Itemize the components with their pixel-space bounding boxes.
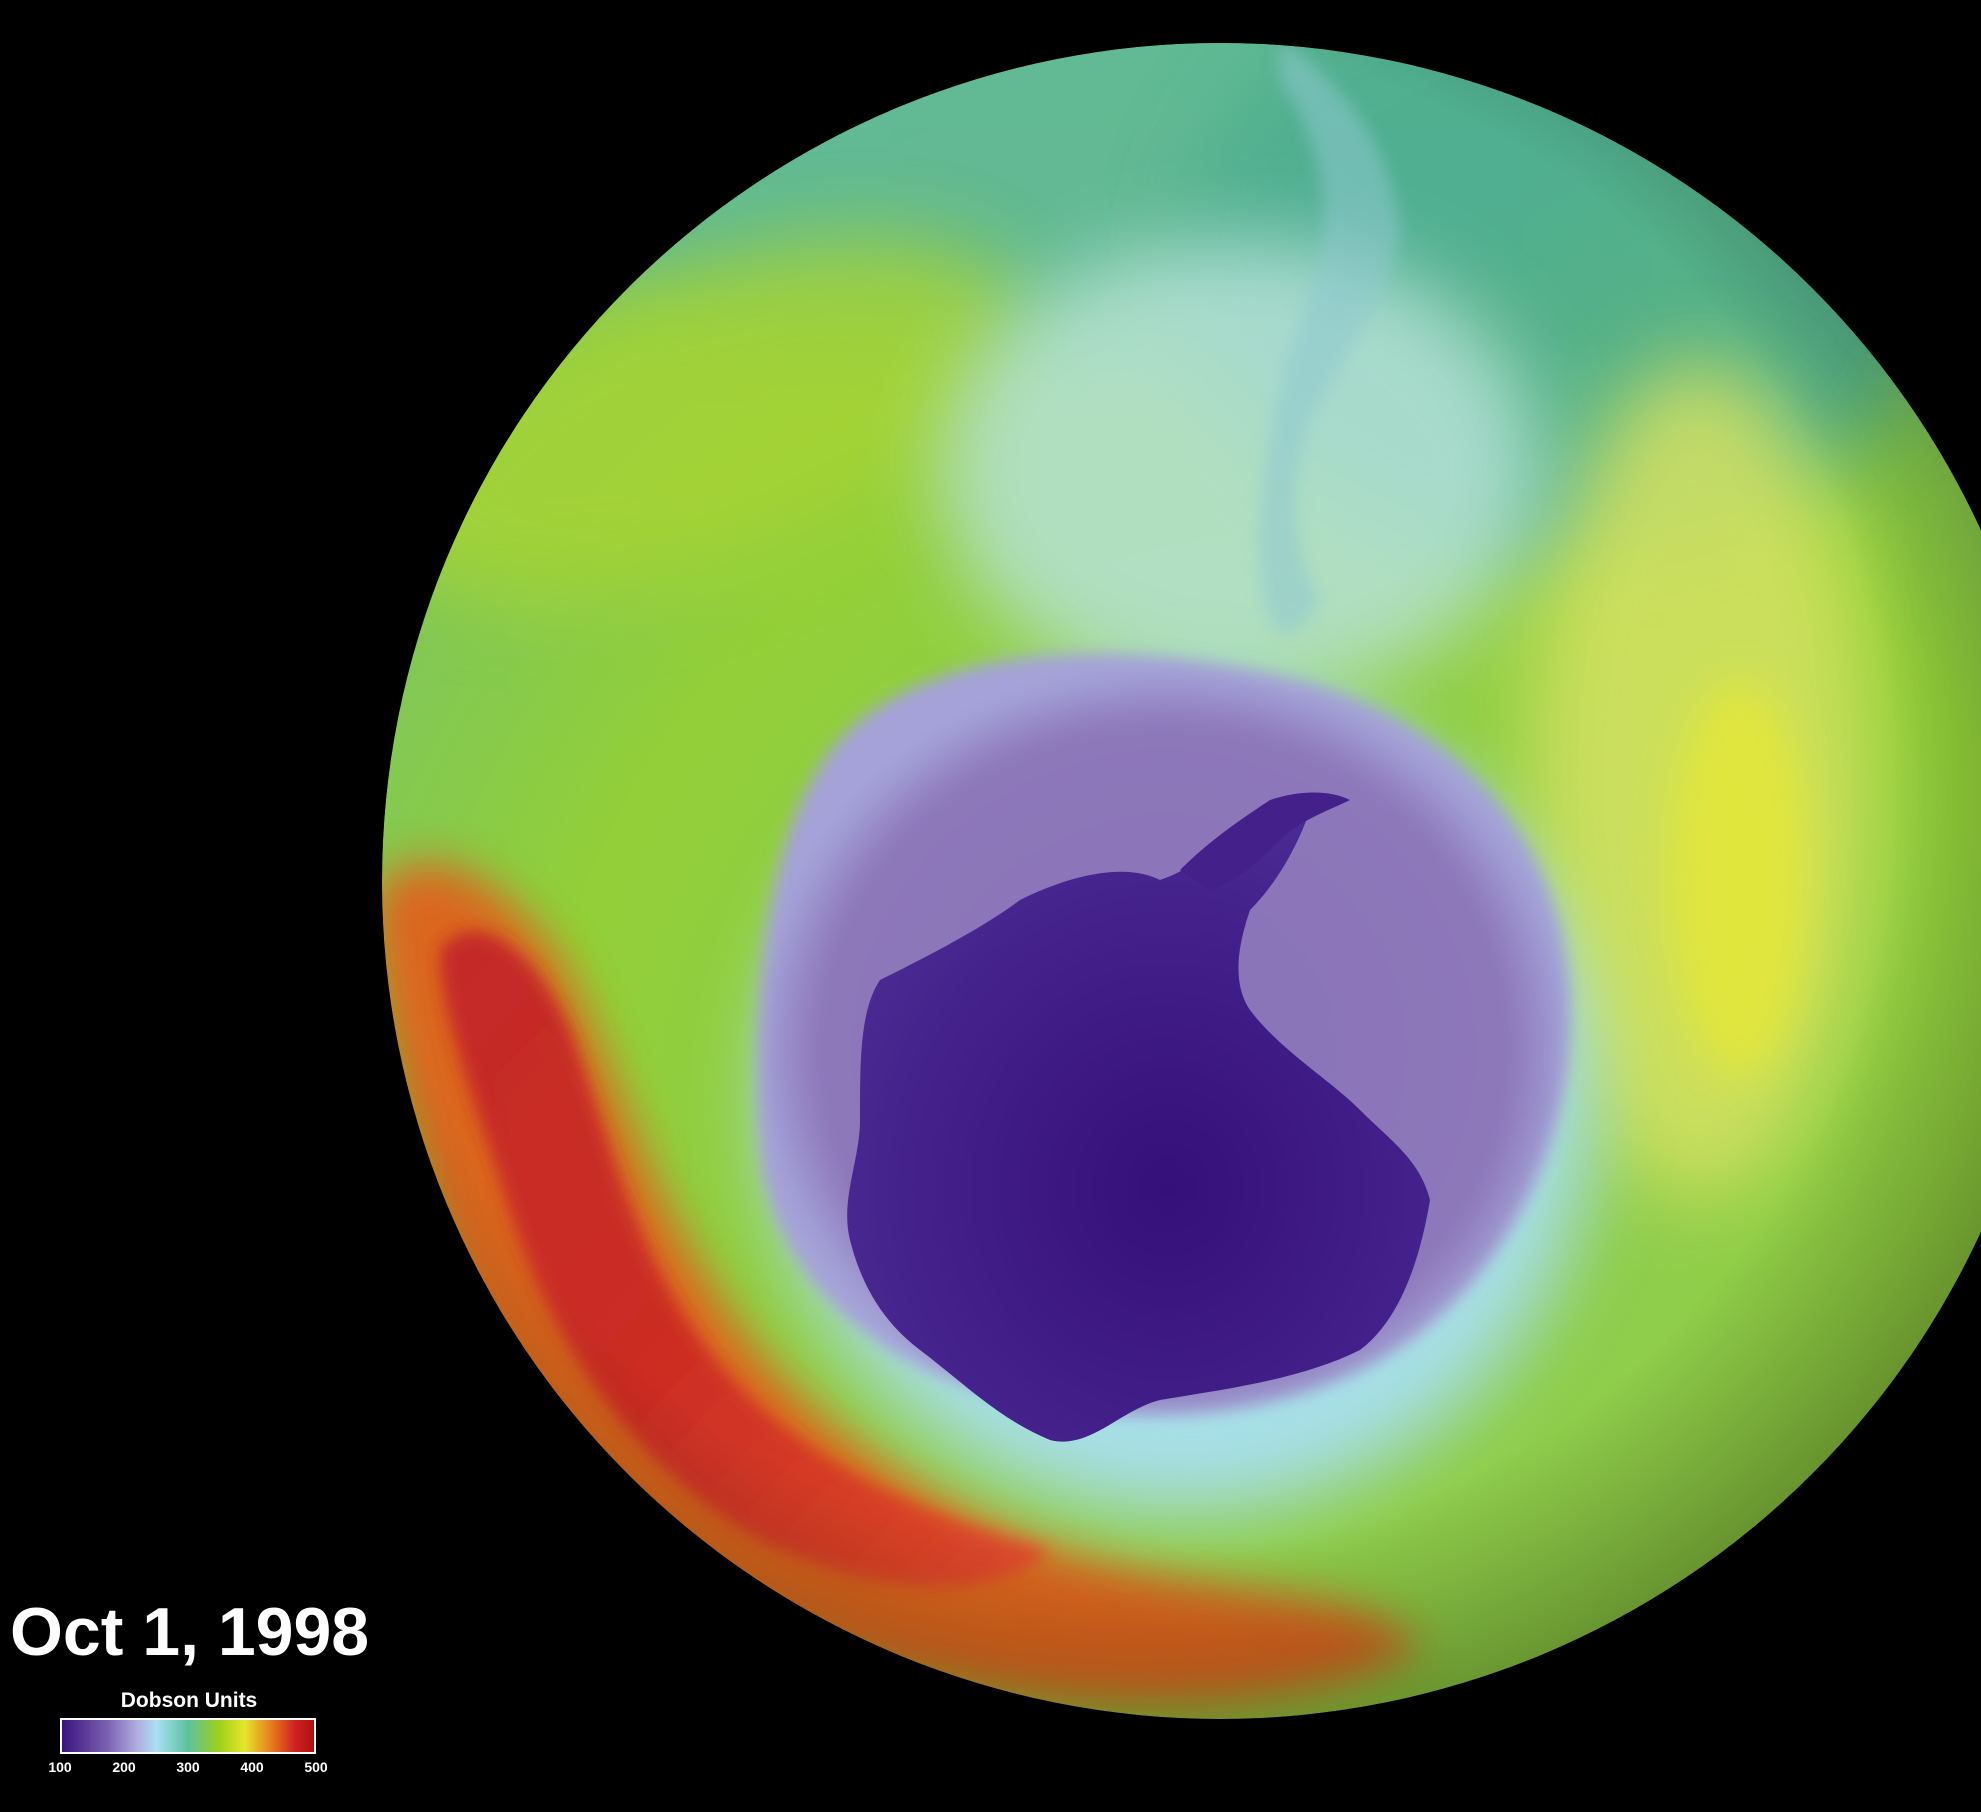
date-label: Oct 1, 1998 [10,1594,370,1670]
legend-tick-400: 400 [240,1759,264,1775]
legend-ticks: 100 200 300 400 500 [44,1758,334,1778]
legend-title: Dobson Units [120,1689,258,1712]
legend-tick-300: 300 [176,1759,200,1775]
legend-tick-500: 500 [304,1759,328,1775]
globe-surface [382,43,1981,1719]
legend-tick-100: 100 [48,1759,72,1775]
colorbar-legend: Dobson Units 100 200 300 400 500 [44,1688,334,1788]
legend-color-bar [60,1718,316,1754]
legend-tick-200: 200 [112,1759,136,1775]
